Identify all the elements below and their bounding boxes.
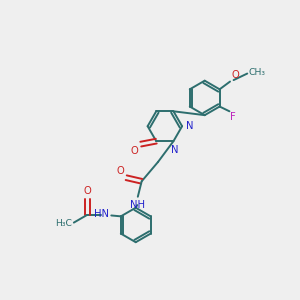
Text: N: N	[171, 145, 179, 155]
Text: H₃C: H₃C	[56, 219, 72, 228]
Text: O: O	[83, 186, 91, 197]
Text: F: F	[230, 112, 236, 122]
Text: HN: HN	[94, 209, 109, 219]
Text: CH₃: CH₃	[249, 68, 266, 77]
Text: O: O	[131, 146, 138, 156]
Text: N: N	[186, 121, 194, 131]
Text: O: O	[116, 166, 124, 176]
Text: NH: NH	[130, 200, 145, 210]
Text: O: O	[231, 70, 239, 80]
